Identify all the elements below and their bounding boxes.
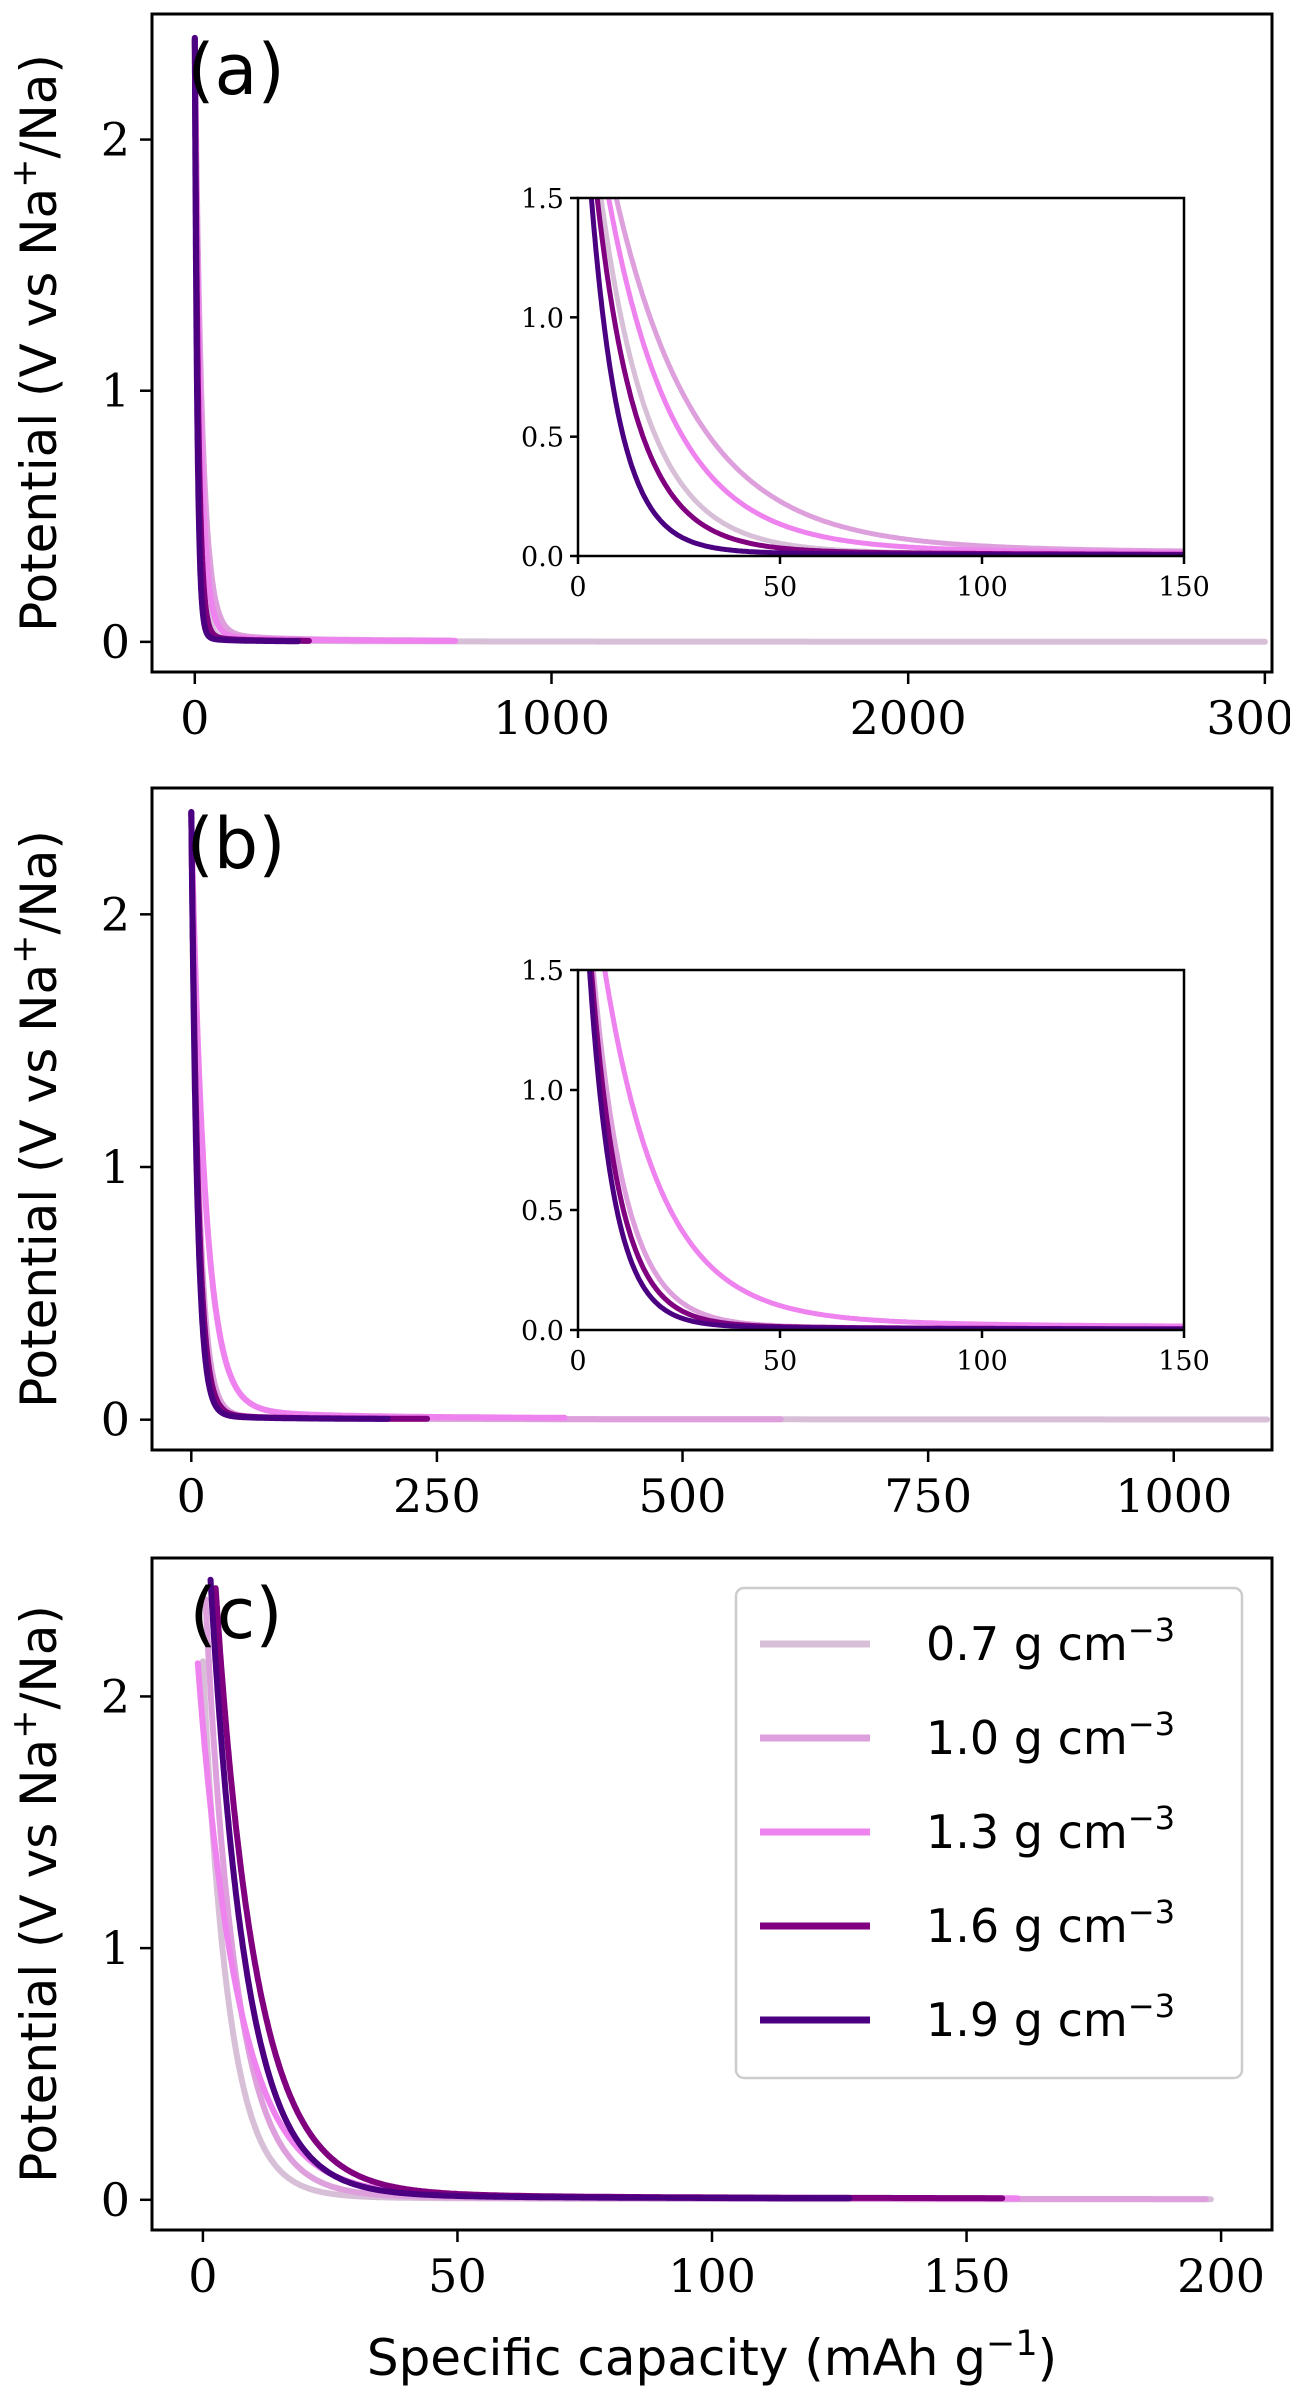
- y-tick-label: 0: [101, 615, 130, 669]
- inset-y-tick-label: 1.5: [521, 184, 564, 215]
- x-tick-label: 750: [884, 1469, 972, 1523]
- inset-x-tick-label: 100: [956, 572, 1008, 603]
- inset-y-tick-label: 1.0: [521, 303, 564, 334]
- inset-x-tick-label: 150: [1158, 572, 1210, 603]
- y-tick-label: 2: [101, 1669, 130, 1723]
- y-axis-label: Potential (V vs Na+/Na): [5, 830, 68, 1408]
- inset-series-line-2: [613, 198, 1184, 554]
- inset-series-line-3: [602, 970, 1184, 1329]
- legend: 0.7 g cm−3 1.0 g cm−3 1.3 g cm−3 1.6 g cm−3…: [734, 1586, 1244, 2080]
- inset-x-tick-label: 50: [763, 1346, 797, 1377]
- y-axis-label: Potential (V vs Na+/Na): [5, 1605, 68, 2183]
- series-group: [188, 809, 1271, 1423]
- inset-background: [578, 198, 1184, 556]
- x-tick-label: 150: [923, 2249, 1011, 2303]
- panel-2: 0 50 100 150 200 0 1 2 Potential (V vs Na+/Na) Sp…: [5, 1556, 1274, 2387]
- series-group: [194, 1576, 1214, 2203]
- inset-x-tick-label: 0: [569, 1346, 586, 1377]
- series-line-3: [191, 37, 459, 644]
- inset-frame: [576, 968, 1186, 1332]
- plot-frame: [150, 12, 1274, 674]
- y-tick-label: 2: [101, 113, 130, 167]
- legend-label: 1.6 g cm−3: [926, 1893, 1175, 1953]
- y-tick-label: 1: [101, 364, 130, 418]
- x-tick-label: 50: [428, 2249, 487, 2303]
- x-axis-label: Specific capacity (mAh g−1): [367, 2324, 1057, 2387]
- inset-x-tick-label: 100: [956, 1346, 1008, 1377]
- series-line-5: [191, 34, 302, 645]
- y-axis-label: Potential (V vs Na+/Na): [5, 54, 68, 632]
- y-tick-label: 1: [101, 1921, 130, 1975]
- x-tick-label: 1000: [493, 691, 610, 745]
- series-line-2: [191, 37, 455, 644]
- legend-label: 1.3 g cm−3: [926, 1799, 1175, 1859]
- y-tick-label: 2: [101, 887, 130, 941]
- y-tick-label: 0: [101, 2173, 130, 2227]
- series-line-5: [188, 809, 391, 1422]
- inset-x-tick-label: 150: [1158, 1346, 1210, 1377]
- legend-label: 0.7 g cm−3: [926, 1611, 1175, 1671]
- inset: 0 50 100 150 0.0 0.5 1.0 1.5: [521, 956, 1210, 1377]
- inset-background: [578, 970, 1184, 1330]
- inset-y-tick-label: 0.0: [521, 542, 564, 573]
- panel-label: (a): [187, 29, 285, 111]
- legend-box: [734, 1586, 1244, 2080]
- series-line-5: [207, 1576, 853, 2202]
- inset-series-line-3: [606, 198, 1184, 555]
- inset-series-line-5: [588, 198, 1184, 556]
- plot-frame: [150, 786, 1274, 1452]
- inset-y-tick-label: 1.5: [521, 956, 564, 987]
- panel-0: 0100020003000012Potential (V vs Na+/Na)(…: [5, 12, 1290, 745]
- inset-series-group: [588, 198, 1184, 556]
- y-tick-label: 0: [101, 1393, 130, 1447]
- inset: 0 50 100 150 0.0 0.5 1.0 1.5: [521, 184, 1210, 603]
- y-tick-label: 1: [101, 1140, 130, 1194]
- x-tick-label: 250: [393, 1469, 481, 1523]
- series-line-4: [188, 809, 431, 1422]
- legend-label: 1.0 g cm−3: [926, 1705, 1175, 1765]
- panel-label: (b): [186, 803, 285, 885]
- legend-label: 1.9 g cm−3: [926, 1987, 1175, 2047]
- inset-y-tick-label: 0.0: [521, 1316, 564, 1347]
- inset-frame: [576, 196, 1186, 558]
- x-tick-label: 100: [668, 2249, 756, 2303]
- inset-y-tick-label: 0.5: [521, 1196, 564, 1227]
- x-tick-label: 0: [188, 2249, 217, 2303]
- x-tick-label: 500: [639, 1469, 727, 1523]
- inset-y-tick-label: 1.0: [521, 1076, 564, 1107]
- panel-label: (c): [189, 1573, 282, 1655]
- series-line-3: [188, 812, 568, 1421]
- x-tick-label: 200: [1177, 2249, 1265, 2303]
- x-tick-label: 0: [177, 1469, 206, 1523]
- series-group: [191, 34, 1268, 645]
- inset-x-tick-label: 0: [569, 572, 586, 603]
- x-tick-label: 1000: [1115, 1469, 1232, 1523]
- inset-x-tick-label: 50: [763, 572, 797, 603]
- inset-y-tick-label: 0.5: [521, 423, 564, 454]
- x-tick-label: 2000: [850, 691, 967, 745]
- x-tick-label: 0: [180, 691, 209, 745]
